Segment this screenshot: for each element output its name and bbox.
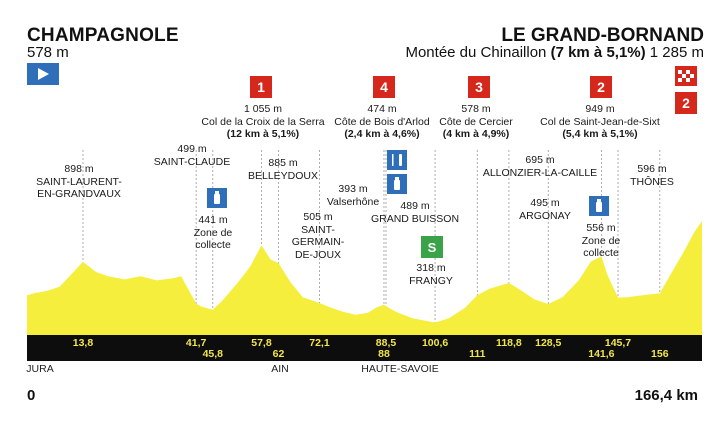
km-bar: [27, 335, 702, 361]
km-tick-label: 57,8: [251, 337, 272, 349]
profile-area: [27, 221, 702, 335]
climb-category-badge: 3: [468, 76, 490, 98]
climb-category-badge: 4: [373, 76, 395, 98]
km-tick-label: 118,8: [496, 337, 522, 349]
place-label: 393 m Valserhône: [326, 183, 380, 208]
start-altitude: 578 m: [27, 44, 69, 61]
place-label: 898 m SAINT-LAURENT- EN-GRANDVAUX: [36, 163, 122, 200]
start-flag-icon: [27, 63, 59, 85]
km-tick-label: 88: [378, 348, 390, 360]
place-label: 318 m FRANGY: [409, 262, 453, 287]
finish-flag-icon: [675, 66, 697, 86]
climb-label: 474 m Côte de Bois d'Arlod (2,4 km à 4,6%): [334, 103, 430, 140]
place-label: 499 m SAINT-CLAUDE: [153, 143, 231, 168]
place-label: 505 m SAINT- GERMAIN- DE-JOUX: [291, 211, 345, 261]
sprint-icon: S: [421, 236, 443, 258]
climb-category-badge: 1: [250, 76, 272, 98]
place-label: 489 m GRAND BUISSON: [370, 200, 460, 225]
finish-subtitle: Montée du Chinaillon (7 km à 5,1%) 1 285…: [405, 44, 704, 61]
place-label: 596 m THÔNES: [630, 163, 674, 188]
region-haute-savoie: HAUTE-SAVOIE: [361, 363, 439, 375]
finish-altitude: 1 285 m: [649, 44, 704, 61]
climb-label: 578 m Côte de Cercier (4 km à 4,9%): [439, 103, 513, 140]
km-tick-label: 41,7: [185, 337, 207, 349]
km-tick-label: 100,6: [421, 337, 449, 349]
km-tick-label: 45,8: [202, 348, 223, 360]
place-label: 695 m ALLONZIER-LA-CAILLE: [482, 154, 598, 179]
finish-town: LE GRAND-BORNAND: [501, 25, 704, 46]
water-bottle-icon: [589, 196, 609, 216]
km-tick-label: 13,8: [72, 337, 94, 349]
start-town: CHAMPAGNOLE: [27, 25, 179, 46]
km-tick-label: 62: [272, 348, 285, 360]
distance-start: 0: [27, 387, 36, 404]
place-label: 556 m Zone de collecte: [581, 222, 621, 259]
water-bottle-icon: [387, 174, 407, 194]
finish-category-badge: 2: [675, 92, 697, 114]
km-tick-label: 145,7: [604, 337, 632, 349]
place-label: 495 m ARGONAY: [519, 197, 571, 222]
finish-climb-name: Montée du Chinaillon: [405, 44, 547, 61]
km-tick-label: 128,5: [535, 337, 562, 349]
region-ain: AIN: [271, 363, 289, 375]
km-tick-label: 156: [651, 348, 669, 360]
distance-total: 166,4 km: [634, 387, 698, 404]
water-bottle-icon: [207, 188, 227, 208]
finish-climb-detail: (7 km à 5,1%): [550, 44, 646, 61]
km-tick-label: 88,5: [375, 337, 397, 349]
climb-category-badge: 2: [590, 76, 612, 98]
place-label: 441 m Zone de collecte: [193, 214, 233, 251]
km-tick-label: 141,6: [588, 348, 615, 360]
region-jura: JURA: [26, 363, 54, 375]
km-tick-label: 111: [469, 348, 486, 360]
climb-label: 949 m Col de Saint-Jean-de-Sixt (5,4 km à …: [540, 103, 660, 140]
place-label: 885 m BELLEYDOUX: [247, 157, 319, 182]
feed-zone-icon: [387, 150, 407, 170]
km-tick-label: 72,1: [309, 337, 330, 349]
climb-label: 1 055 m Col de la Croix de la Serra (12 km…: [201, 103, 325, 140]
